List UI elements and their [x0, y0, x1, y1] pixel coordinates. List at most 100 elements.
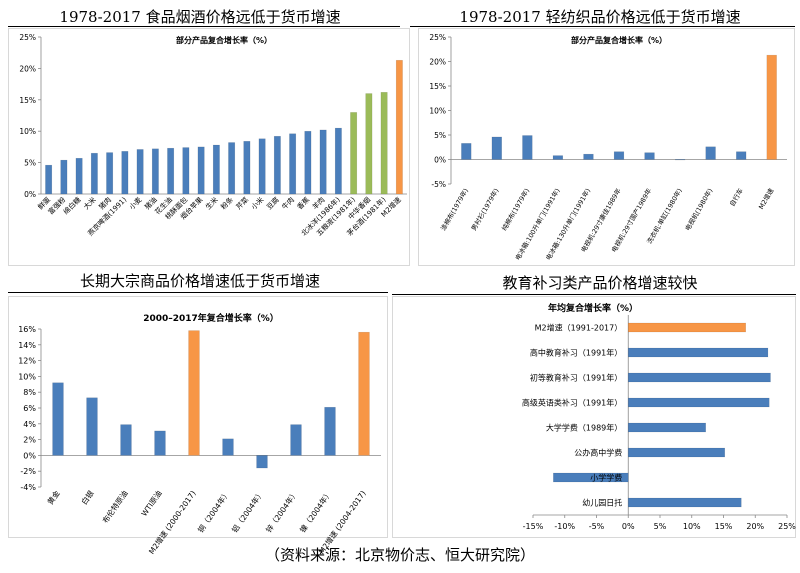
chart4-title: 年均复合增长率（%）	[548, 302, 638, 314]
chart1-frame: 部分产品复合增长率（%） 0% 5% 10% 15% 20% 25% 鲜蛋 富强粉 绵白糖 大米 猪肉…	[8, 28, 410, 266]
chart1-bar	[75, 157, 83, 195]
chart1-bar	[212, 144, 220, 195]
chart3-bar	[154, 430, 166, 456]
chart3-ytick-label: 10%	[18, 372, 36, 381]
chart4-xtick-label: 25%	[778, 522, 796, 531]
chart3-category-label: 白银	[79, 488, 96, 506]
chart3-bar	[256, 455, 268, 469]
chart1-category-label: 芹菜	[234, 195, 250, 211]
chart4-category-label: 高中教育补习（1991年）	[530, 348, 622, 358]
chart2-ytick-label: 20%	[429, 58, 446, 67]
chart2-ytick-label: 25%	[429, 33, 446, 42]
chart4-category-label: 小学学费	[590, 473, 622, 483]
chart1-category-label: 小麦	[127, 195, 143, 211]
chart2-bar	[766, 54, 777, 160]
chart2-ytick-label: 0%	[434, 156, 446, 165]
chart4-category-label: 高级英语类补习（1991年）	[522, 398, 622, 408]
chart1-bar	[151, 148, 159, 195]
chart2-frame: 部分产品复合增长率（%） -5% 0% 5% 10% 15% 20% 25% 涤棉布(1979年…	[418, 28, 795, 266]
chart4-frame: 年均复合增长率（%） -15% -10% -5% 0% 5% 10% 15% 20% 25% M2增…	[392, 296, 796, 538]
chart1-bar	[121, 151, 129, 195]
chart3-frame: 2000–2017年复合增长率（%） -4% -2% 0% 2% 4% 6% 8% 10% 12%…	[8, 296, 388, 556]
chart1-bar	[228, 142, 236, 195]
chart3-ytick-label: 4%	[23, 420, 36, 429]
chart4-bar	[628, 497, 742, 508]
chart1-bar	[45, 164, 53, 195]
chart2-bar	[552, 155, 564, 160]
chart4-bar	[628, 422, 706, 433]
chart3-ytick-label: -2%	[20, 467, 36, 476]
chart4-bar	[628, 447, 726, 458]
chart4-xtick-label: 10%	[683, 522, 701, 531]
chart1-category-label: 小米	[249, 195, 265, 211]
chart3-ytick-label: 12%	[18, 357, 36, 366]
chart2-bar	[736, 151, 747, 160]
chart2-category-label: 纯棉布(1979年)	[499, 187, 531, 233]
chart2-category-label: M2增速	[756, 186, 775, 211]
chart4-xtick-label: 15%	[715, 522, 733, 531]
chart4-category-label: 公办高中学费	[574, 448, 622, 458]
chart1-ytick-label: 10%	[19, 127, 36, 136]
chart4-category-label: M2增速（1991-2017）	[535, 323, 623, 333]
chart1-category-label: 粉条	[219, 195, 235, 211]
chart3-bar	[324, 406, 336, 456]
chart1-bar	[106, 152, 114, 195]
chart1-bar	[380, 92, 388, 195]
chart3-bar	[222, 438, 234, 456]
chart3-category-label: WTI原油	[139, 488, 164, 518]
chart1-category-label: 大米	[82, 195, 98, 211]
panel4-heading-rule	[392, 294, 796, 295]
chart1-bar	[197, 146, 205, 195]
chart4-bar	[628, 372, 771, 383]
chart4-bar	[553, 472, 629, 483]
chart1-bar	[273, 135, 281, 195]
chart3-bar	[188, 330, 200, 456]
chart1-bar	[350, 112, 358, 195]
chart2-category-label: 自行车	[727, 186, 745, 208]
chart2-category-label: 涤棉布(1979年)	[438, 187, 470, 233]
chart3-svg: 2000–2017年复合增长率（%） -4% -2% 0% 2% 4% 6% 8% 10% 12%…	[18, 312, 381, 556]
chart3-category-label: 镍（2004年）	[297, 488, 333, 534]
chart3-category-label: 黄金	[45, 488, 62, 506]
chart3-category-label: 锌（2004年）	[263, 488, 299, 534]
chart1-category-label: 豆腐	[265, 195, 281, 211]
chart1-category-label: 绵白糖	[61, 195, 82, 216]
chart4-svg: 年均复合增长率（%） -15% -10% -5% 0% 5% 10% 15% 20% 25% M2增…	[522, 302, 796, 531]
chart1-ytick-label: 15%	[19, 96, 36, 105]
chart1-ytick-label: 0%	[24, 190, 36, 199]
chart2-svg: 部分产品复合增长率（%） -5% 0% 5% 10% 15% 20% 25% 涤棉布(1979年…	[429, 33, 787, 262]
chart2-bar	[522, 135, 533, 160]
chart3-category-label: 铜（2004年）	[195, 488, 231, 534]
chart2-ytick-label: 10%	[429, 107, 446, 116]
chart3-bar	[358, 331, 370, 456]
chart3-ytick-label: 14%	[18, 341, 36, 350]
chart4-bar	[628, 397, 770, 408]
panel1-heading-rule	[8, 26, 400, 27]
chart1-bar	[182, 147, 190, 195]
chart3-ytick-label: 16%	[18, 325, 36, 334]
chart2-bar	[644, 152, 655, 160]
chart2-ytick-label: 15%	[429, 82, 446, 91]
chart4-category-label: 幼儿园日托	[582, 498, 622, 508]
chart3-bar	[290, 424, 302, 456]
chart1-bar	[60, 159, 68, 195]
chart3-ytick-label: -4%	[20, 483, 36, 492]
chart3-ytick-label: 6%	[23, 404, 36, 413]
chart1-bar	[395, 59, 403, 195]
chart4-bar	[628, 347, 769, 358]
chart1-bar	[136, 149, 144, 195]
chart2-bar	[705, 146, 716, 160]
chart2-category-label: 男衬衫(1979年)	[469, 187, 501, 233]
chart1-ytick-label: 25%	[19, 33, 36, 42]
chart1-title: 部分产品复合增长率（%）	[176, 35, 272, 45]
chart2-bar	[461, 143, 472, 160]
chart1-bar	[304, 130, 312, 195]
chart4-xtick-label: -5%	[589, 522, 605, 531]
chart1-category-label: 牛肉	[280, 195, 296, 211]
chart3-ytick-label: 8%	[23, 388, 36, 397]
chart1-category-label: 香蕉	[295, 195, 311, 211]
panel1-heading: 1978-2017 食品烟酒价格远低于货币增速	[59, 8, 341, 26]
panel2-heading-rule	[410, 26, 795, 27]
panel4-heading: 教育补习类产品价格增速较快	[502, 274, 698, 292]
chart4-xtick-label: -15%	[523, 522, 544, 531]
